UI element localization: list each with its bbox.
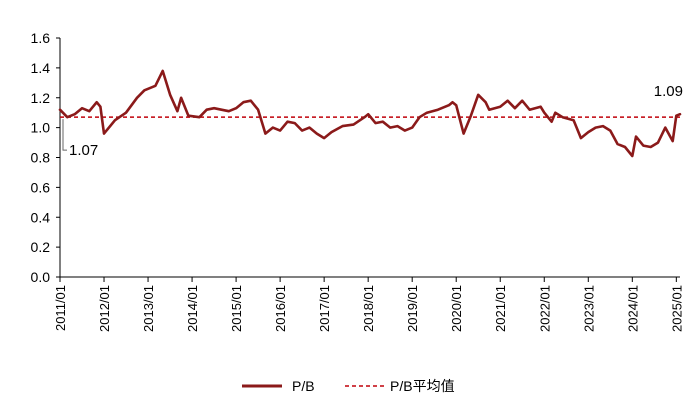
average-annotation-leader [62, 119, 67, 151]
y-tick-label: 0.0 [31, 269, 51, 285]
y-tick-label: 1.0 [31, 120, 51, 136]
x-tick-label: 2023/01 [581, 285, 596, 332]
x-tick-label: 2020/01 [449, 285, 464, 332]
y-tick-label: 1.4 [31, 60, 51, 76]
legend-label-pb-average: P/B平均值 [390, 378, 455, 394]
x-tick-label: 2017/01 [317, 285, 332, 332]
x-tick-label: 2024/01 [625, 285, 640, 332]
x-tick-label: 2013/01 [141, 285, 156, 332]
x-tick-label: 2018/01 [361, 285, 376, 332]
average-value-label: 1.07 [69, 142, 98, 159]
y-tick-label: 0.4 [31, 209, 51, 225]
x-tick-label: 2011/01 [53, 285, 68, 331]
x-tick-label: 2021/01 [493, 285, 508, 332]
last-value-label: 1.09 [654, 83, 683, 100]
x-tick-label: 2025/01 [669, 285, 684, 332]
y-tick-label: 0.8 [31, 150, 51, 166]
x-tick-label: 2022/01 [537, 285, 552, 332]
legend: P/B P/B平均值 [242, 378, 455, 394]
x-tick-label: 2014/01 [185, 285, 200, 332]
y-tick-label: 0.6 [31, 179, 51, 195]
x-tick-label: 2016/01 [273, 285, 288, 332]
pb-series-line [58, 69, 682, 158]
y-tick-label: 1.6 [31, 30, 51, 46]
x-tick-label: 2012/01 [97, 285, 112, 332]
legend-label-pb: P/B [292, 378, 315, 394]
y-tick-label: 1.2 [31, 90, 51, 106]
y-tick-label: 0.2 [31, 239, 51, 255]
x-tick-label: 2015/01 [229, 285, 244, 332]
x-tick-label: 2019/01 [405, 285, 420, 332]
plot-area: 0.0 0.2 0.4 0.6 0.8 1.0 1.2 1.4 1.6 2011/01 2012/0… [31, 30, 685, 332]
